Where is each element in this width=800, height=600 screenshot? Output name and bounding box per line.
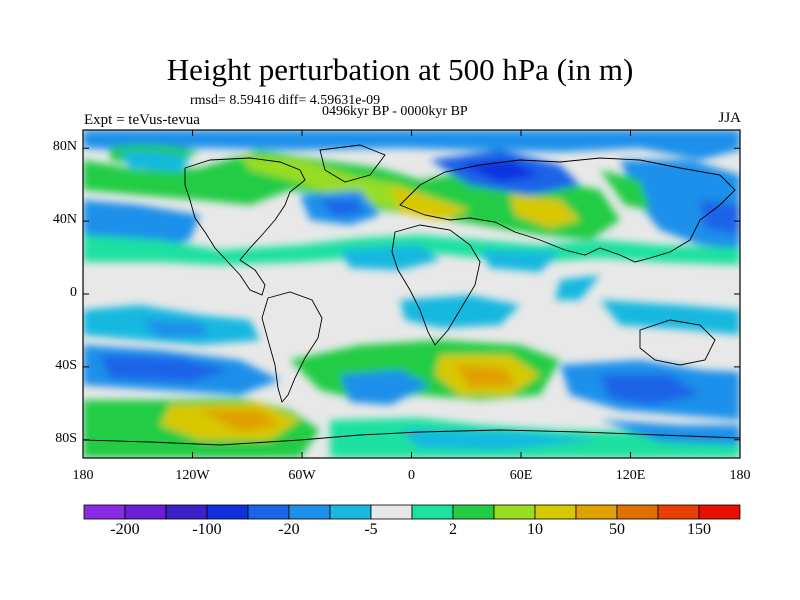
colorbar-label: -100 [192, 521, 222, 538]
lon-tick-label: 180 [72, 468, 94, 483]
colorbar-swatch [411, 504, 454, 520]
lon-tick-label: 180 [729, 468, 751, 483]
colorbar-label: 50 [609, 521, 625, 538]
greenland-outline [319, 144, 386, 183]
coastlines [83, 144, 740, 446]
lon-tick-label: 60E [509, 468, 533, 483]
colorbar-swatch [698, 504, 741, 520]
map-ticks [82, 130, 741, 458]
australia-outline [639, 319, 716, 366]
experiment-label: Expt = teVus-tevua [84, 112, 200, 128]
map-title: Height perturbation at 500 hPa (in m) [166, 52, 634, 87]
colorbar-swatch [534, 504, 577, 520]
south-america-outline [261, 291, 323, 403]
lon-tick-label: 60W [288, 468, 316, 483]
colorbar-label: 10 [527, 521, 543, 538]
season-label: JJA [718, 110, 741, 126]
lat-tick-label: 80N [52, 139, 77, 155]
colorbar-swatch [329, 504, 372, 520]
colorbar-label: 150 [687, 521, 711, 538]
colorbar-swatch [370, 504, 413, 520]
lon-tick-label: 120E [615, 468, 646, 483]
colorbar [83, 504, 741, 520]
colorbar-label: 2 [449, 521, 457, 538]
colorbar-swatch [493, 504, 536, 520]
antarctica-outline [83, 429, 740, 446]
colorbar-swatch [452, 504, 495, 520]
lat-tick-label: 40N [52, 212, 77, 228]
colorbar-label: -5 [364, 521, 378, 538]
colorbar-swatch [206, 504, 249, 520]
lat-tick-label: 80S [55, 430, 77, 446]
stats-text: rmsd= 8.59416 diff= 4.59631e-09 [190, 93, 381, 108]
colorbar-swatch [657, 504, 700, 520]
colorbar-swatch [247, 504, 290, 520]
colorbar-swatch [575, 504, 618, 520]
colorbar-swatch [83, 504, 126, 520]
colorbar-label: -200 [110, 521, 140, 538]
lon-tick-label: 120W [175, 468, 210, 483]
colorbar-label: -20 [278, 521, 300, 538]
lon-tick-label: 0 [408, 468, 415, 483]
north-america-outline [184, 157, 306, 296]
lat-tick-label: 40S [55, 357, 77, 373]
colorbar-swatch [165, 504, 208, 520]
eurasia-outline [399, 157, 736, 263]
colorbar-swatch [288, 504, 331, 520]
colorbar-swatch [124, 504, 167, 520]
colorbar-swatch [616, 504, 659, 520]
africa-outline [391, 224, 481, 346]
period-text: 0496kyr BP - 0000kyr BP [322, 104, 468, 119]
lat-tick-label: 0 [70, 285, 77, 300]
